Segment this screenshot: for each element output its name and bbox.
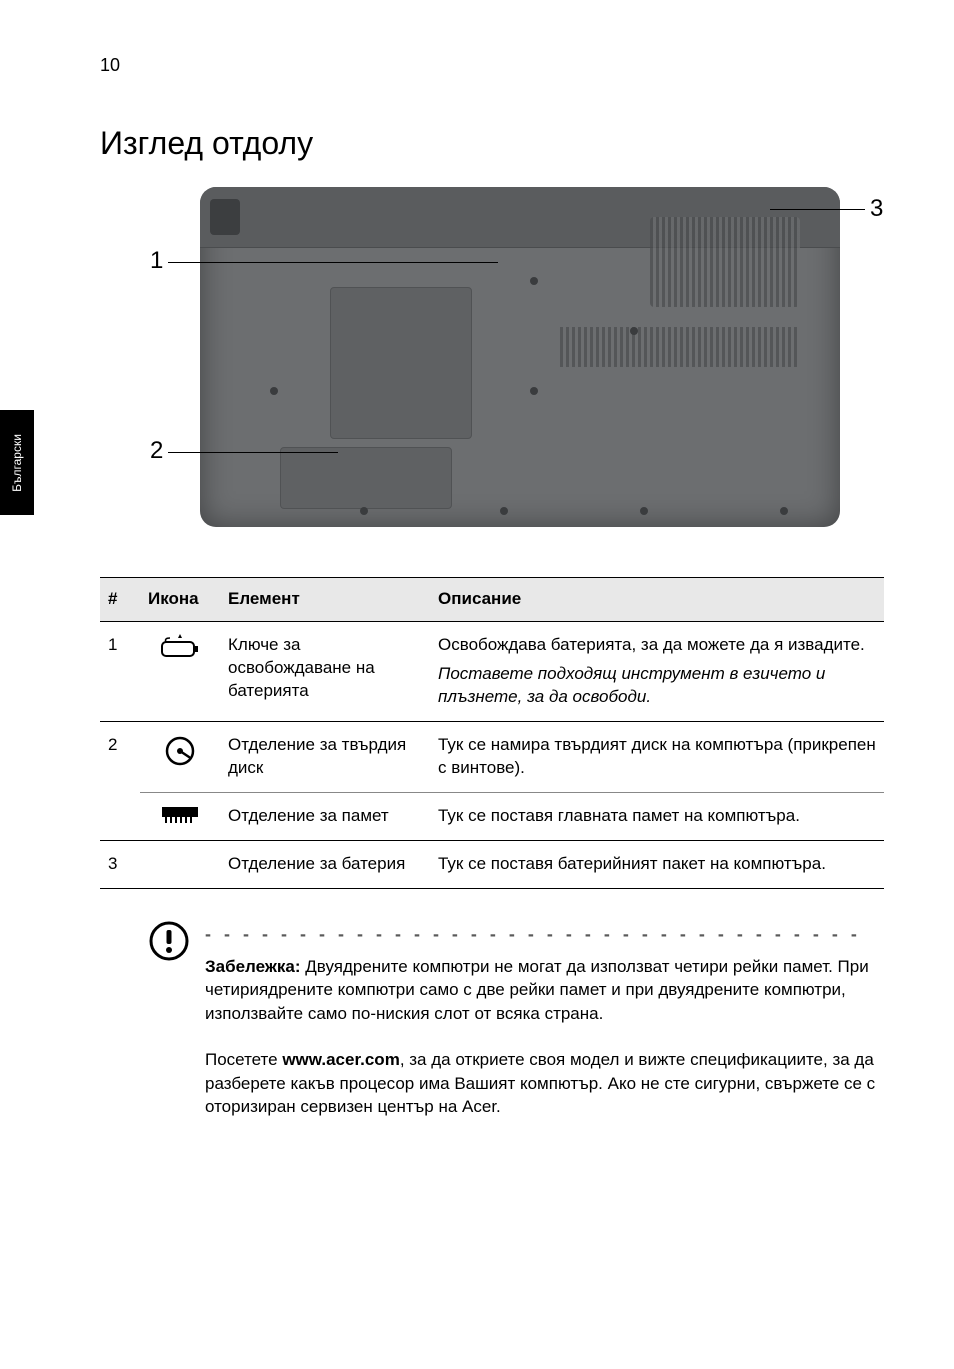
cell-desc: Тук се намира твърдият диск на компютъра…	[430, 721, 884, 792]
memory-icon	[160, 805, 200, 825]
table-row: Отделение за памет Тук се поставя главна…	[100, 792, 884, 840]
desc-main: Освобождава батерията, за да можете да я…	[438, 635, 865, 654]
col-num: #	[100, 578, 140, 622]
col-desc: Описание	[430, 578, 884, 622]
table-row: 3 Отделение за батерия Тук се поставя ба…	[100, 840, 884, 888]
callout-1: 1	[150, 247, 163, 275]
cell-element: Отделение за батерия	[220, 840, 430, 888]
col-icon: Икона	[140, 578, 220, 622]
language-tab-label: Български	[10, 434, 24, 492]
callout-3: 3	[870, 195, 883, 223]
cell-icon	[140, 840, 220, 888]
document-page: 10 Български Изглед отдолу 1 2 3	[0, 0, 954, 1369]
cell-element: Отделение за памет	[220, 792, 430, 840]
table-row: 1 Ключе за освобождаване на батерията Ос…	[100, 621, 884, 721]
language-tab: Български	[0, 410, 34, 515]
hdd-icon	[163, 734, 197, 768]
callout-2: 2	[150, 437, 163, 465]
note-text-1: Забележка: Двуядрените компютри не могат…	[205, 955, 884, 1026]
cell-icon	[140, 792, 220, 840]
note-text-2: Посетете www.acer.com, за да откриете св…	[205, 1048, 884, 1119]
table-row: 2 Отделение за твърдия диск Тук се намир…	[100, 721, 884, 792]
cell-desc: Тук се поставя главната памет на компютъ…	[430, 792, 884, 840]
bottom-view-diagram: 1 2 3	[150, 187, 850, 527]
table-header-row: # Икона Елемент Описание	[100, 578, 884, 622]
page-title: Изглед отдолу	[100, 125, 884, 162]
cell-num: 2	[100, 721, 140, 840]
cell-desc: Тук се поставя батерийният пакет на комп…	[430, 840, 884, 888]
cell-num: 1	[100, 621, 140, 721]
cell-num: 3	[100, 840, 140, 888]
components-table: # Икона Елемент Описание 1 Ключе за о	[100, 577, 884, 889]
note-body: Двуядрените компютри не могат да използв…	[205, 957, 869, 1024]
note-divider: - - - - - - - - - - - - - - - - - - - - …	[205, 924, 884, 945]
cell-icon	[140, 621, 220, 721]
cell-element: Отделение за твърдия диск	[220, 721, 430, 792]
cell-desc: Освобождава батерията, за да можете да я…	[430, 621, 884, 721]
note-pre: Посетете	[205, 1050, 282, 1069]
col-element: Елемент	[220, 578, 430, 622]
page-number: 10	[100, 55, 120, 76]
note-label: Забележка:	[205, 957, 301, 976]
desc-italic: Поставете подходящ инструмент в езичето …	[438, 663, 876, 709]
cell-icon	[140, 721, 220, 792]
note-url: www.acer.com	[282, 1050, 399, 1069]
cell-element: Ключе за освобождаване на батерията	[220, 621, 430, 721]
note-block: - - - - - - - - - - - - - - - - - - - - …	[150, 924, 884, 1120]
laptop-bottom-image	[200, 187, 840, 527]
warning-icon	[148, 920, 190, 967]
battery-release-icon	[158, 634, 202, 662]
